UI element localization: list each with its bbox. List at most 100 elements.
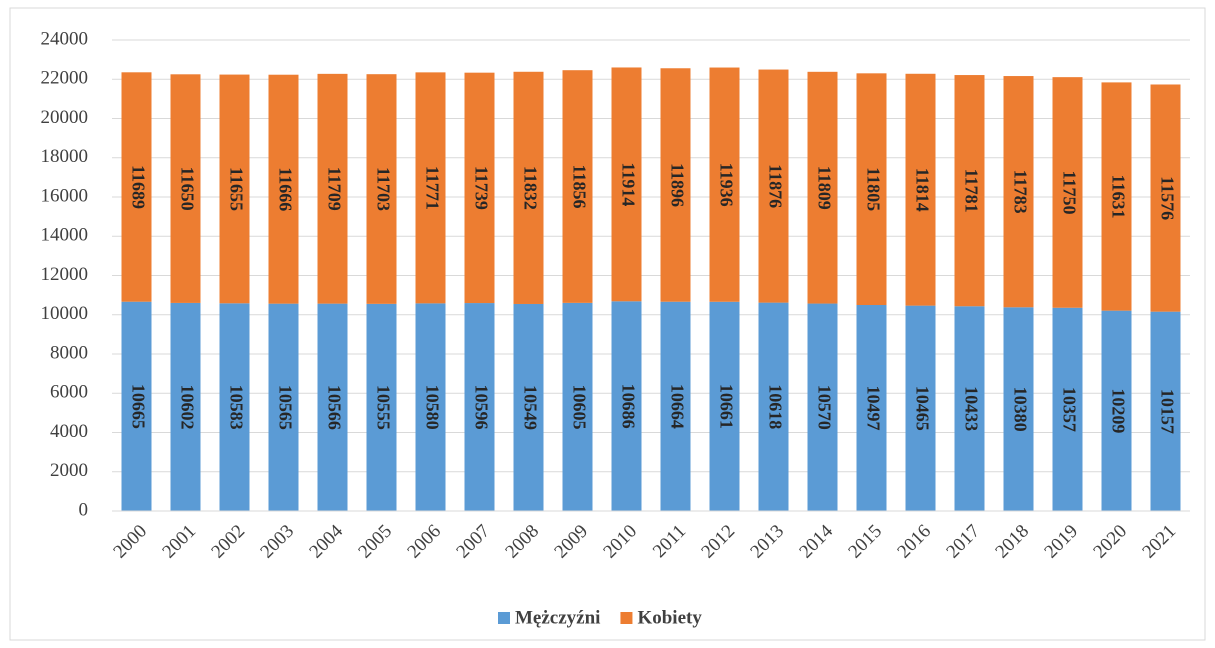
bar-segment — [366, 303, 397, 511]
value-label: 10549 — [520, 385, 540, 430]
bar-segment — [1101, 310, 1132, 511]
bar-segment — [1150, 311, 1181, 511]
value-label: 11914 — [618, 162, 638, 206]
y-tick-label: 4000 — [50, 421, 88, 442]
y-tick-label: 22000 — [41, 68, 89, 89]
bar-segment — [415, 72, 446, 304]
value-label: 10157 — [1157, 389, 1177, 434]
bar-segment — [268, 303, 299, 511]
bar-segment — [415, 303, 446, 511]
value-label: 10605 — [569, 384, 589, 429]
value-label: 11936 — [716, 163, 736, 207]
bar-segment — [513, 71, 544, 304]
value-label: 10596 — [471, 385, 491, 430]
value-label: 11856 — [569, 165, 589, 209]
value-label: 10465 — [912, 386, 932, 431]
bar-segment — [317, 303, 348, 511]
value-label: 11739 — [471, 166, 491, 210]
y-tick-label: 16000 — [41, 185, 89, 206]
bar-segment — [611, 67, 642, 302]
bar-segment — [1052, 77, 1083, 308]
y-tick-label: 8000 — [50, 342, 88, 363]
bar-segment — [513, 303, 544, 511]
bar-segment — [317, 73, 348, 304]
bar-segment — [856, 73, 887, 305]
value-label: 10357 — [1059, 387, 1079, 432]
value-label: 10555 — [373, 385, 393, 430]
bar-segment — [807, 303, 838, 511]
value-label: 10497 — [863, 385, 883, 430]
value-label: 10665 — [128, 384, 148, 429]
bar-segment — [562, 302, 593, 511]
value-label: 11750 — [1059, 170, 1079, 214]
bar-segment — [121, 72, 152, 302]
bar-segment — [758, 69, 789, 303]
bar-segment — [807, 71, 838, 304]
bar-segment — [219, 303, 250, 511]
bar-segment — [611, 301, 642, 511]
value-label: 11689 — [128, 165, 148, 209]
value-label: 10433 — [961, 386, 981, 431]
value-label: 11655 — [226, 167, 246, 211]
value-label: 11631 — [1108, 175, 1128, 219]
value-label: 10602 — [177, 384, 197, 429]
bar-segment — [905, 73, 936, 306]
value-label: 11896 — [667, 163, 687, 207]
bar-segment — [660, 68, 691, 302]
value-label: 11876 — [765, 164, 785, 208]
y-tick-label: 24000 — [41, 28, 89, 49]
bar-segment — [366, 74, 397, 304]
bar-segment — [170, 302, 201, 511]
value-label: 11650 — [177, 167, 197, 211]
bar-segment — [954, 306, 985, 511]
y-tick-label: 6000 — [50, 382, 88, 403]
bar-segment — [170, 74, 201, 303]
value-label: 11703 — [373, 167, 393, 211]
value-label: 11832 — [520, 166, 540, 210]
value-label: 10618 — [765, 384, 785, 429]
y-tick-label: 0 — [79, 499, 89, 520]
value-label: 10580 — [422, 385, 442, 430]
bar-segment — [268, 74, 299, 304]
value-label: 11576 — [1157, 176, 1177, 220]
bar-segment — [464, 72, 495, 304]
bar-segment — [1003, 76, 1034, 308]
bar-segment — [562, 70, 593, 303]
bar-segment — [856, 304, 887, 511]
value-label: 10570 — [814, 385, 834, 430]
legend-label: Kobiety — [637, 607, 702, 628]
bar-segment — [1150, 84, 1181, 312]
value-label: 10565 — [275, 385, 295, 430]
bar-segment — [1003, 307, 1034, 511]
value-label: 11771 — [422, 166, 442, 210]
bar-segment — [758, 302, 789, 511]
bar-segment — [1101, 82, 1132, 311]
y-tick-label: 10000 — [41, 303, 89, 324]
value-label: 11781 — [961, 169, 981, 213]
value-label: 11809 — [814, 166, 834, 210]
value-label: 10661 — [716, 384, 736, 429]
bar-segment — [709, 301, 740, 511]
y-tick-label: 2000 — [50, 460, 88, 481]
value-label: 11814 — [912, 168, 932, 212]
value-label: 10566 — [324, 385, 344, 430]
y-tick-label: 18000 — [41, 146, 89, 167]
value-label: 11805 — [863, 167, 883, 211]
y-tick-label: 14000 — [41, 225, 89, 246]
bar-segment — [1052, 307, 1083, 511]
value-label: 10583 — [226, 385, 246, 430]
value-label: 10380 — [1010, 387, 1030, 432]
bar-segment — [709, 67, 740, 302]
value-label: 11709 — [324, 167, 344, 211]
bar-segment — [464, 303, 495, 511]
value-label: 10664 — [667, 384, 687, 429]
legend-swatch — [498, 612, 510, 624]
legend-label: Mężczyźni — [515, 607, 600, 628]
value-label: 11783 — [1010, 170, 1030, 214]
value-label: 10686 — [618, 384, 638, 429]
y-tick-label: 12000 — [41, 264, 89, 285]
bar-segment — [905, 305, 936, 511]
bar-segment — [121, 301, 152, 511]
bar-segment — [219, 74, 250, 304]
